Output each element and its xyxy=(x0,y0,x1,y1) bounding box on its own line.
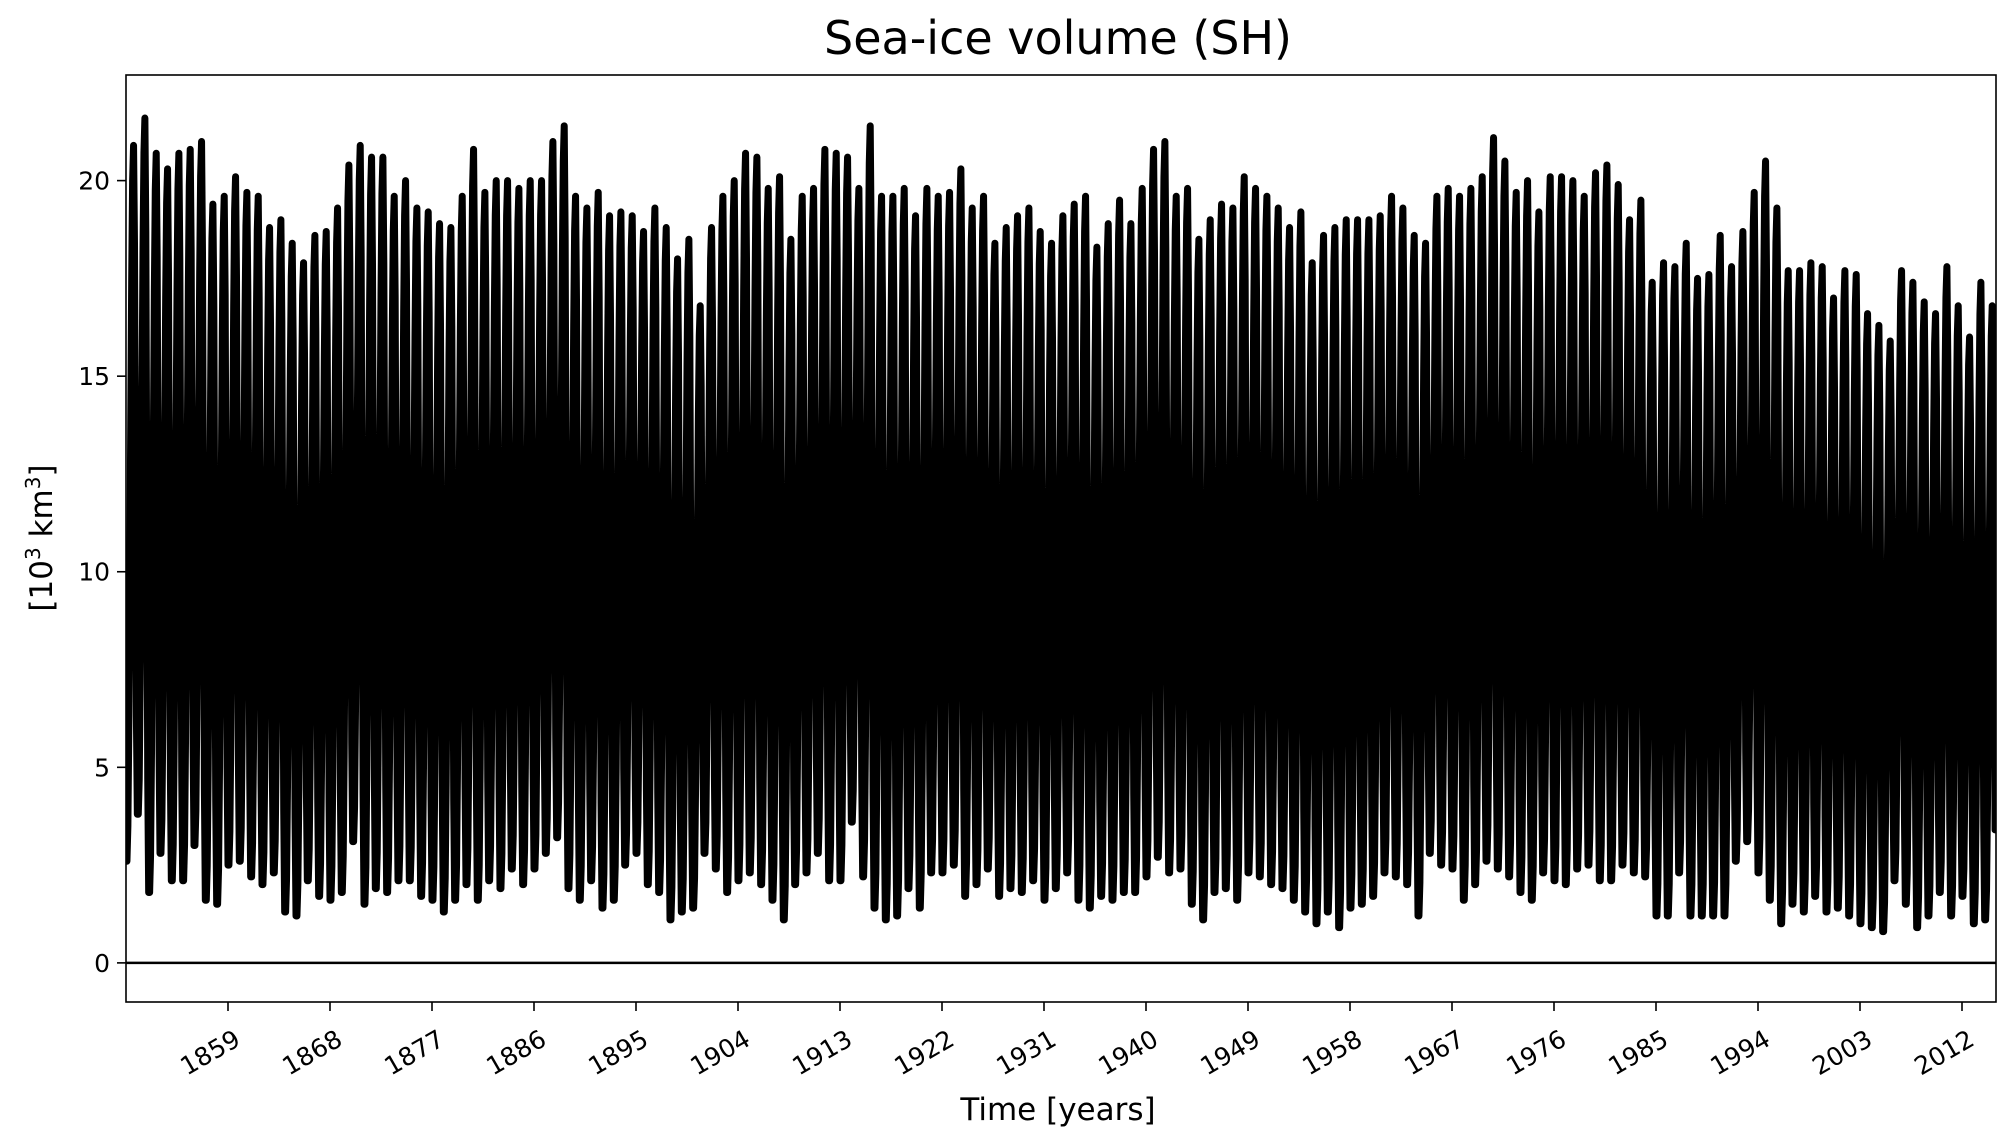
y-tick-label: 10 xyxy=(78,558,110,587)
y-tick-label: 15 xyxy=(78,362,110,391)
y-axis-label-base: [10 xyxy=(24,560,60,612)
chart-title: Sea-ice volume (SH) xyxy=(824,11,1292,65)
series-group xyxy=(126,114,1996,936)
y-tick-label: 20 xyxy=(78,167,110,196)
series-line xyxy=(126,114,1996,936)
y-axis-label-sup2: 3 xyxy=(21,477,45,490)
y-axis-label-sup: 3 xyxy=(21,547,45,560)
y-axis-label-end: ] xyxy=(24,464,60,476)
y-axis-label: [103 km3] xyxy=(21,464,60,611)
x-axis-label: Time [years] xyxy=(959,1092,1155,1128)
y-axis-label-unit: km xyxy=(24,489,60,547)
y-tick-label: 0 xyxy=(94,949,110,978)
y-tick-label: 5 xyxy=(94,753,110,782)
plot-frame xyxy=(125,74,1997,1003)
